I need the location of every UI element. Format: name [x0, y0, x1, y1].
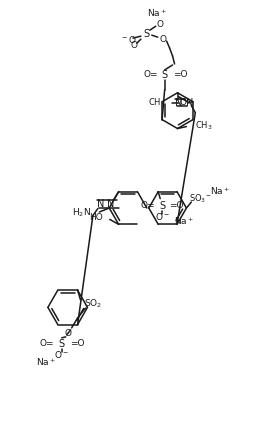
Text: O$^-$: O$^-$	[54, 349, 69, 360]
Text: O=: O=	[39, 339, 54, 348]
Text: O$^-$: O$^-$	[155, 211, 170, 222]
Text: Na$^+$: Na$^+$	[174, 216, 194, 227]
Text: O: O	[64, 329, 71, 338]
Text: N: N	[97, 199, 104, 208]
Text: S: S	[59, 339, 65, 349]
Text: Na$^+$: Na$^+$	[147, 8, 167, 19]
Text: S: S	[162, 70, 168, 80]
Text: SO$_2$: SO$_2$	[83, 298, 102, 310]
Text: O=: O=	[141, 201, 155, 210]
Text: $^-$O: $^-$O	[120, 34, 136, 45]
Text: CH$_3$: CH$_3$	[148, 96, 165, 109]
Text: N: N	[107, 199, 114, 208]
Text: N: N	[186, 98, 193, 108]
Text: =O: =O	[173, 70, 187, 80]
Text: H$_2$N: H$_2$N	[72, 207, 91, 219]
Text: S: S	[159, 200, 165, 210]
Text: HO: HO	[89, 213, 103, 222]
Text: O: O	[156, 20, 163, 29]
Text: N: N	[175, 98, 182, 108]
Text: SO$_3$$^{-}$: SO$_3$$^{-}$	[189, 193, 211, 205]
Text: Na$^+$: Na$^+$	[36, 356, 56, 368]
Text: =O: =O	[169, 201, 184, 210]
Text: O: O	[130, 40, 138, 50]
Text: S: S	[144, 29, 150, 39]
Text: =O: =O	[70, 339, 84, 348]
Text: Na$^+$: Na$^+$	[210, 185, 230, 197]
Text: O: O	[159, 35, 166, 44]
Text: CH$_3$: CH$_3$	[195, 119, 213, 132]
Text: O: O	[180, 98, 187, 107]
Text: O=: O=	[143, 70, 158, 80]
